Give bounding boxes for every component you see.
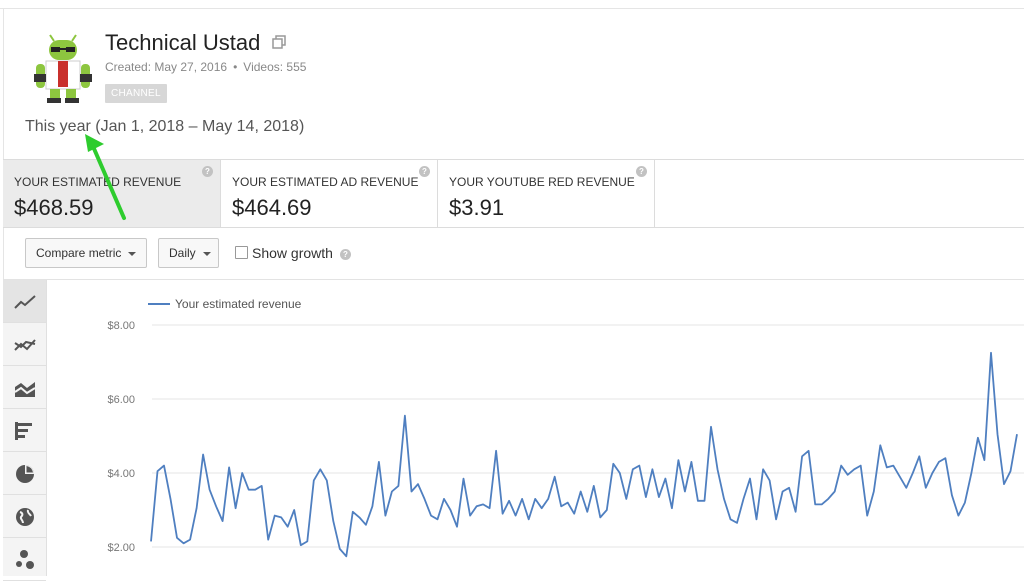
chevron-down-icon <box>202 251 211 256</box>
metric-card-red-revenue[interactable]: YOUR YOUTUBE RED REVENUE $3.91 ? <box>438 160 655 227</box>
metrics-row: YOUR ESTIMATED REVENUE $468.59 ? YOUR ES… <box>3 159 1024 228</box>
interval-dropdown[interactable]: Daily <box>158 238 219 268</box>
gridlines <box>152 324 1024 548</box>
series-layer <box>150 351 1018 558</box>
y-tick-label: $8.00 <box>107 320 135 332</box>
help-icon[interactable]: ? <box>340 249 351 260</box>
globe-icon <box>16 508 34 526</box>
multi-line-icon <box>14 339 36 351</box>
chart-type-toolbar <box>3 280 47 581</box>
compare-metric-label: Compare metric <box>36 246 122 260</box>
tool-stacked-area[interactable] <box>3 366 46 409</box>
interval-label: Daily <box>169 246 196 260</box>
open-external-icon[interactable] <box>272 35 286 49</box>
annotation-arrow-icon <box>85 134 126 220</box>
video-count: Videos: 555 <box>243 60 307 74</box>
show-growth-checkbox[interactable] <box>235 246 248 259</box>
metric-value: $3.91 <box>449 195 505 220</box>
legend-label: Your estimated revenue <box>175 297 302 311</box>
chevron-down-icon <box>128 251 137 256</box>
tool-line-chart[interactable] <box>3 280 46 323</box>
line-chart-icon <box>14 295 36 309</box>
chart-legend[interactable]: Your estimated revenue <box>148 297 302 311</box>
compare-metric-dropdown[interactable]: Compare metric <box>25 238 147 268</box>
created-date: Created: May 27, 2016 <box>105 60 228 74</box>
bar-chart-icon <box>15 422 32 440</box>
metric-value: $468.59 <box>14 195 94 220</box>
channel-name[interactable]: Technical Ustad <box>105 30 261 55</box>
meta-separator: • <box>233 60 238 74</box>
y-tick-label: $6.00 <box>107 394 135 406</box>
metric-label: YOUR ESTIMATED REVENUE <box>14 175 182 189</box>
metric-card-ad-revenue[interactable]: YOUR ESTIMATED AD REVENUE $464.69 ? <box>221 160 438 227</box>
show-growth-label[interactable]: Show growth <box>252 245 333 261</box>
stacked-area-icon <box>14 382 36 397</box>
pie-chart-icon <box>16 465 34 483</box>
metric-label: YOUR YOUTUBE RED REVENUE <box>449 175 635 189</box>
help-icon[interactable]: ? <box>636 166 647 177</box>
y-tick-label: $2.00 <box>107 542 135 554</box>
metric-label: YOUR ESTIMATED AD REVENUE <box>232 175 419 189</box>
help-icon[interactable]: ? <box>202 166 213 177</box>
series-line-estimated-revenue[interactable] <box>150 351 1018 558</box>
tool-globe[interactable] <box>3 495 46 538</box>
channel-meta: Created: May 27, 2016 • Videos: 555 <box>105 60 306 74</box>
tool-multi-line[interactable] <box>3 323 46 366</box>
metric-value: $464.69 <box>232 195 312 220</box>
tool-pie-chart[interactable] <box>3 452 46 495</box>
channel-avatar[interactable] <box>32 34 94 106</box>
tool-bubble-chart[interactable] <box>3 538 46 581</box>
channel-badge: CHANNEL <box>105 84 167 103</box>
bubble-chart-icon <box>16 550 34 569</box>
y-axis-ticks: $8.00 $6.00 $4.00 $2.00 <box>107 320 135 554</box>
help-icon[interactable]: ? <box>419 166 430 177</box>
controls-divider <box>3 279 1024 280</box>
date-range: This year (Jan 1, 2018 – May 14, 2018) <box>25 118 305 135</box>
revenue-line-chart[interactable]: $8.00 $6.00 $4.00 $2.00 Your estimated reve… <box>47 280 1024 576</box>
tool-bar-chart[interactable] <box>3 409 46 452</box>
top-divider <box>0 8 1024 9</box>
y-tick-label: $4.00 <box>107 468 135 480</box>
